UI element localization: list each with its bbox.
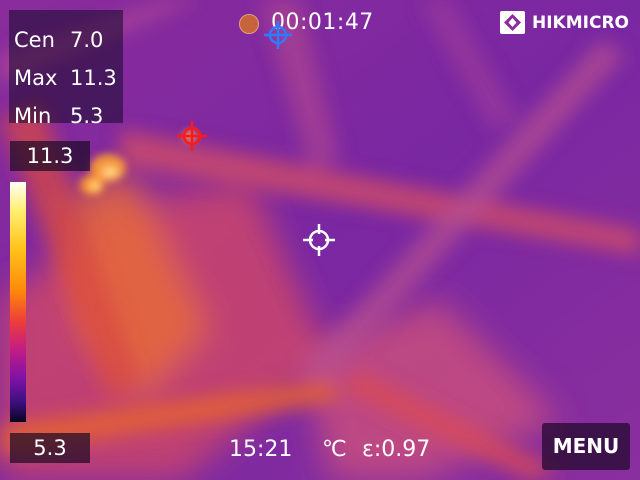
center-temp-label: Cen xyxy=(14,28,55,52)
hikmicro-logo-icon xyxy=(500,11,525,34)
max-temp-row: Max 11.3 xyxy=(14,66,117,90)
color-palette-bar xyxy=(10,182,26,422)
cold-spot-cursor-icon xyxy=(264,21,292,49)
min-temp-row: Min 5.3 xyxy=(14,104,103,128)
center-temp-value: 7.0 xyxy=(70,28,104,52)
center-spot-cursor-icon xyxy=(303,224,335,256)
recording-timer: 00:01:47 xyxy=(271,10,374,35)
temperature-unit: ℃ xyxy=(322,437,347,462)
clock-time: 15:21 xyxy=(229,437,293,462)
hot-spot-cursor-icon xyxy=(177,121,207,151)
scale-min-value: 5.3 xyxy=(10,433,90,463)
max-temp-label: Max xyxy=(14,66,58,90)
scale-max-value: 11.3 xyxy=(10,141,90,171)
brand-name: HIKMICRO xyxy=(532,13,629,33)
min-temp-label: Min xyxy=(14,104,52,128)
center-temp-row: Cen 7.0 xyxy=(14,28,103,52)
min-temp-value: 5.3 xyxy=(70,104,104,128)
temperature-stats-panel: Cen 7.0 Max 11.3 Min 5.3 xyxy=(9,10,123,128)
menu-button[interactable]: MENU xyxy=(542,423,630,470)
max-temp-value: 11.3 xyxy=(70,66,117,90)
emissivity-value: ε:0.97 xyxy=(362,437,431,462)
recording-indicator-icon xyxy=(239,14,259,34)
